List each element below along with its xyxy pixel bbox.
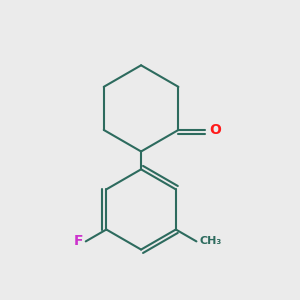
Text: F: F (73, 234, 83, 248)
Text: CH₃: CH₃ (200, 236, 222, 246)
Text: O: O (210, 123, 221, 137)
